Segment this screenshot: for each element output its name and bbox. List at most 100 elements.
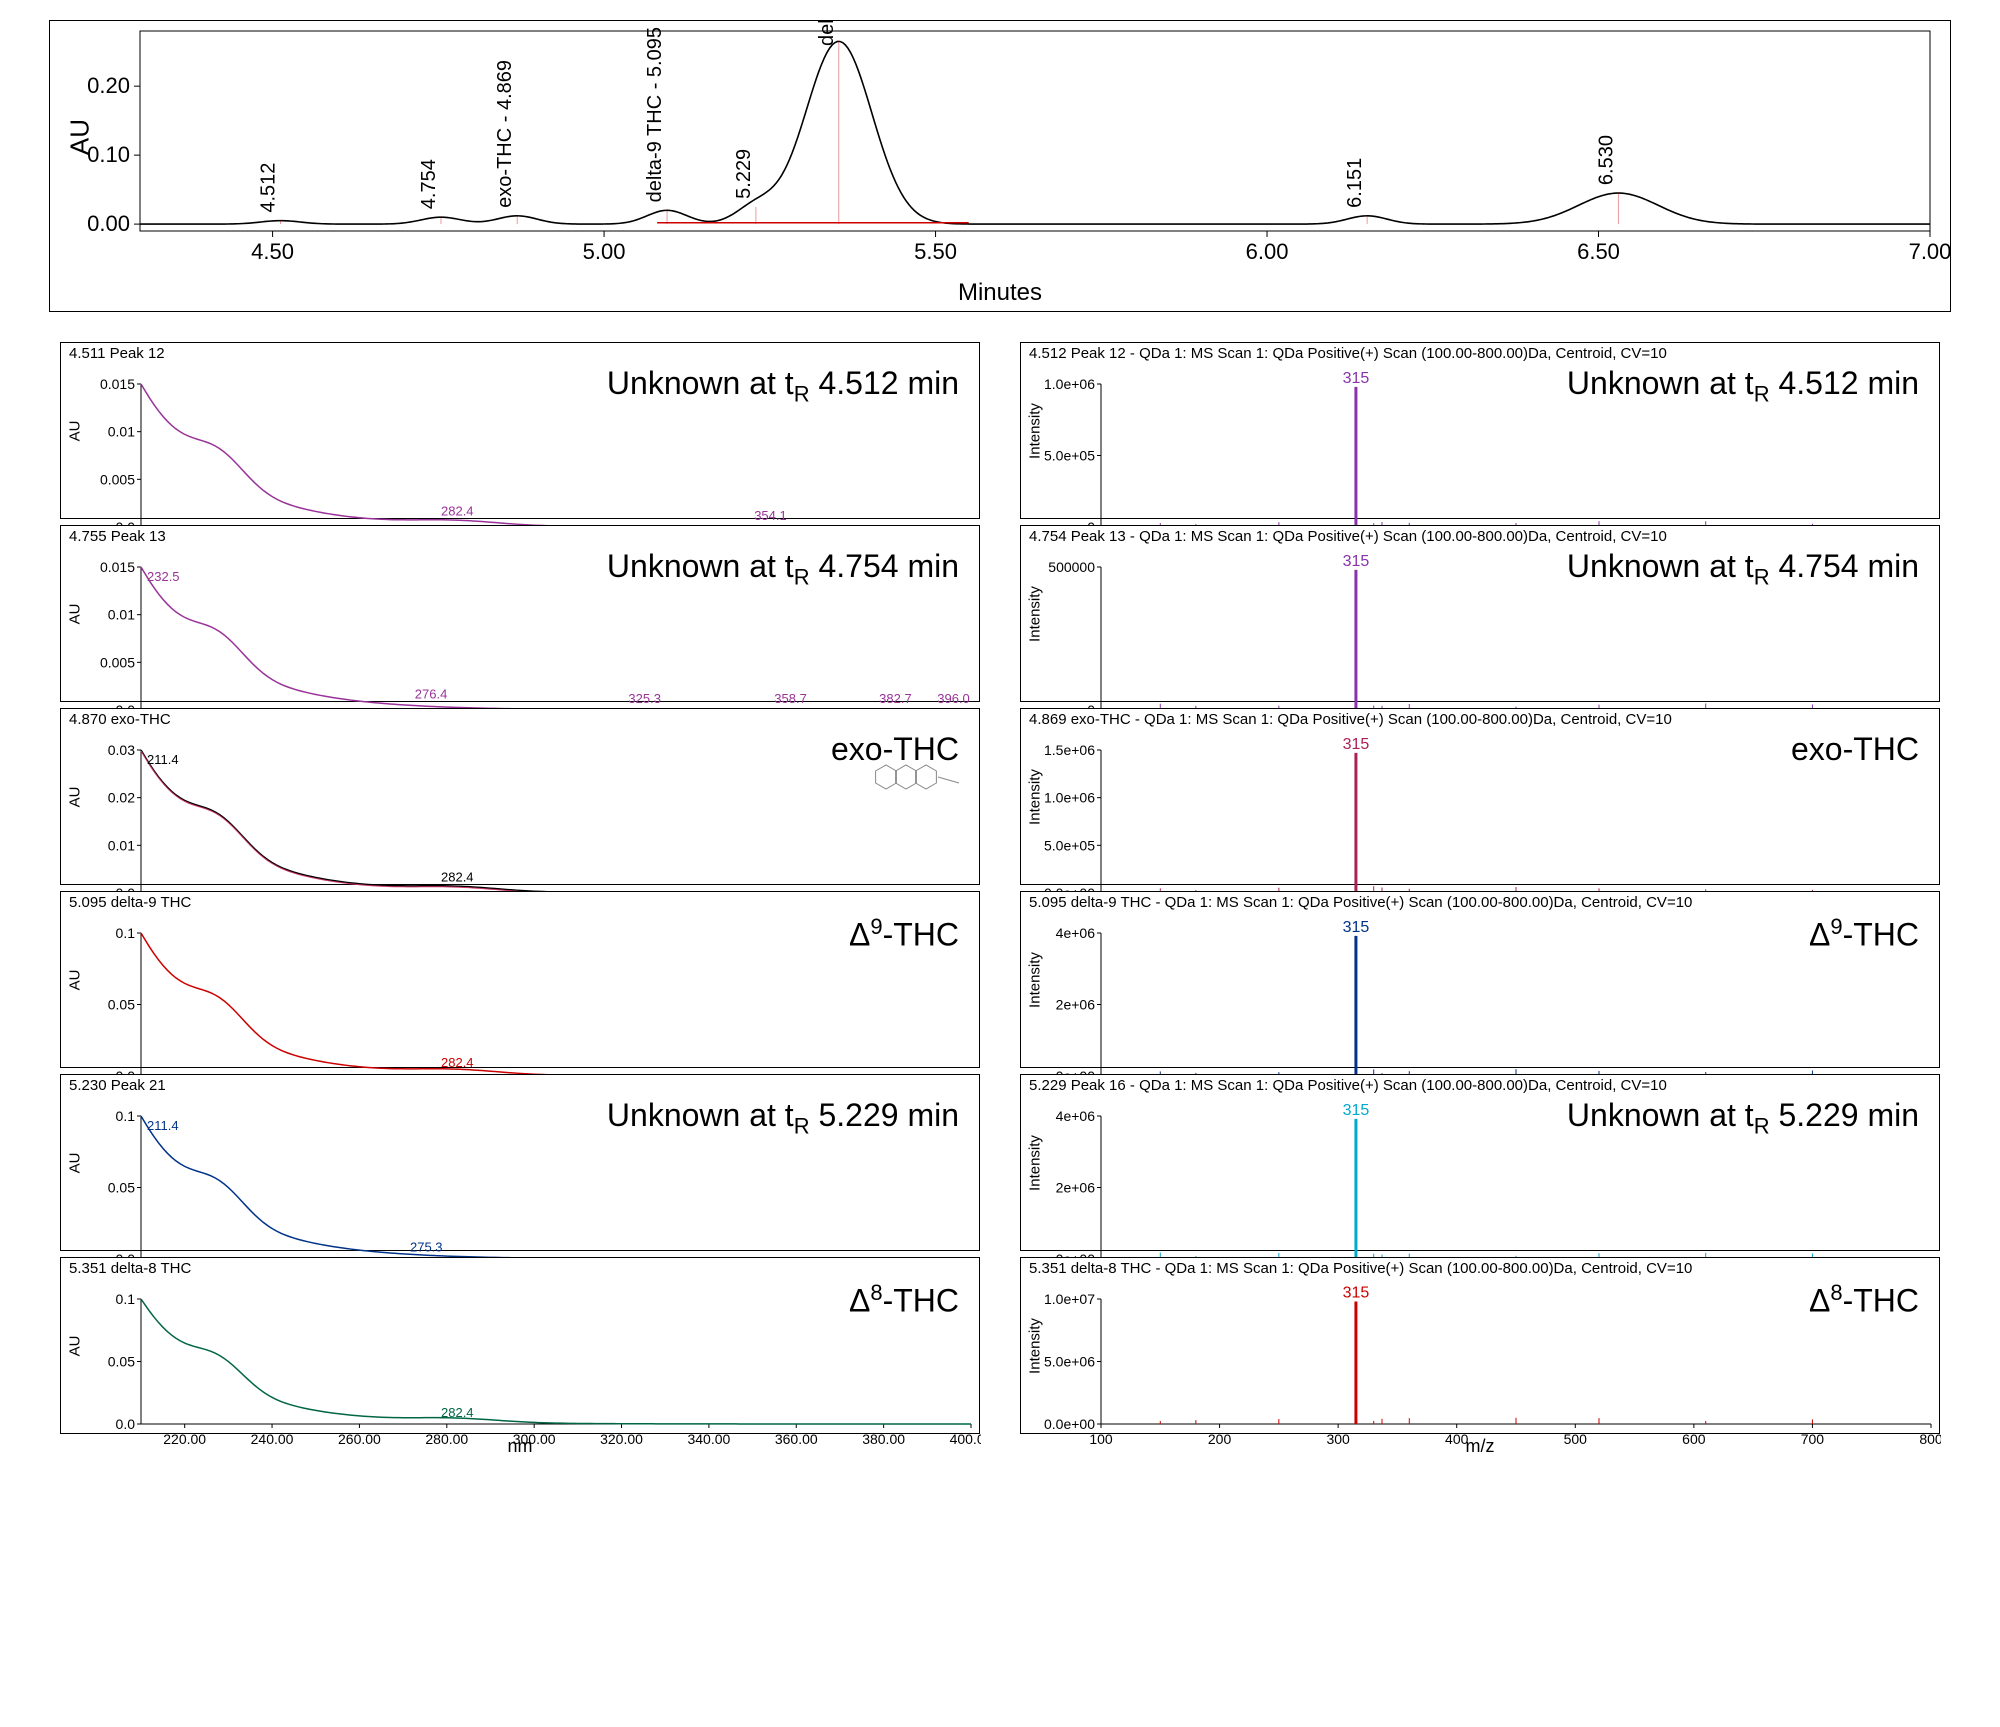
- svg-text:240.00: 240.00: [251, 1431, 294, 1447]
- chromatogram-plot: 0.000.100.204.505.005.506.006.507.004.51…: [50, 21, 1950, 281]
- panel-ylabel: Intensity: [1027, 769, 1044, 825]
- panel-header: 5.351 delta-8 THC: [61, 1258, 979, 1277]
- svg-text:232.5: 232.5: [147, 569, 180, 584]
- svg-text:4.512: 4.512: [258, 163, 280, 213]
- chrom-xlabel: Minutes: [958, 279, 1042, 307]
- panel-title: Δ8-THC: [849, 1280, 959, 1320]
- panel-title: Δ8-THC: [1809, 1280, 1919, 1320]
- panel-ylabel: Intensity: [1027, 403, 1044, 459]
- svg-text:500000: 500000: [1048, 559, 1095, 575]
- ms-panel: 5.229 Peak 16 - QDa 1: MS Scan 1: QDa Po…: [1020, 1074, 1940, 1251]
- svg-text:5.0e+06: 5.0e+06: [1044, 1354, 1095, 1370]
- ms-panel: 4.869 exo-THC - QDa 1: MS Scan 1: QDa Po…: [1020, 708, 1940, 885]
- svg-text:4e+06: 4e+06: [1056, 925, 1096, 941]
- chromatogram-panel: 0.000.100.204.505.005.506.006.507.004.51…: [49, 20, 1951, 312]
- svg-text:315: 315: [1343, 553, 1370, 570]
- svg-text:0.05: 0.05: [108, 1354, 135, 1370]
- svg-text:6.530: 6.530: [1595, 135, 1617, 185]
- svg-text:382.7: 382.7: [879, 691, 912, 706]
- uv-panel: 5.351 delta-8 THCΔ8-THCAU0.00.050.1220.0…: [60, 1257, 980, 1434]
- panel-header: 5.095 delta-9 THC - QDa 1: MS Scan 1: QD…: [1021, 892, 1939, 911]
- svg-text:358.7: 358.7: [774, 691, 807, 706]
- uv-panel: 4.755 Peak 13Unknown at tR 4.754 minAU0.…: [60, 525, 980, 702]
- svg-text:100: 100: [1089, 1431, 1113, 1447]
- svg-text:282.4: 282.4: [441, 503, 474, 518]
- panel-title: Unknown at tR 4.512 min: [1567, 365, 1919, 407]
- svg-text:315: 315: [1343, 1102, 1370, 1119]
- uv-panel: 5.095 delta-9 THCΔ9-THCAU0.00.050.1282.4: [60, 891, 980, 1068]
- svg-text:300.00: 300.00: [513, 1431, 556, 1447]
- svg-text:2e+06: 2e+06: [1056, 1180, 1096, 1196]
- panel-ylabel: AU: [67, 420, 84, 441]
- panel-title: Unknown at tR 4.512 min: [607, 365, 959, 407]
- panel-title: exo-THC: [1791, 731, 1919, 768]
- svg-text:315: 315: [1343, 370, 1370, 387]
- svg-text:360.00: 360.00: [775, 1431, 818, 1447]
- ms-panel: 4.512 Peak 12 - QDa 1: MS Scan 1: QDa Po…: [1020, 342, 1940, 519]
- svg-text:0.00: 0.00: [87, 211, 130, 236]
- ms-panel: 4.754 Peak 13 - QDa 1: MS Scan 1: QDa Po…: [1020, 525, 1940, 702]
- uv-panel: 4.870 exo-THCexo-THCAU0.00.010.020.03211…: [60, 708, 980, 885]
- svg-text:275.3: 275.3: [410, 1239, 443, 1254]
- svg-text:5.0e+05: 5.0e+05: [1044, 837, 1095, 853]
- panel-ylabel: AU: [67, 786, 84, 807]
- svg-text:0.01: 0.01: [108, 837, 135, 853]
- svg-text:0.005: 0.005: [100, 654, 135, 670]
- uv-panel: 4.511 Peak 12 Unknown at tR 4.512 min AU 0.…: [60, 342, 980, 519]
- svg-text:6.151: 6.151: [1344, 158, 1366, 208]
- svg-text:0.005: 0.005: [100, 471, 135, 487]
- panel-header: 4.754 Peak 13 - QDa 1: MS Scan 1: QDa Po…: [1021, 526, 1939, 545]
- panel-header: 5.351 delta-8 THC - QDa 1: MS Scan 1: QD…: [1021, 1258, 1939, 1277]
- svg-text:5.50: 5.50: [914, 239, 957, 264]
- ms-plot: 0.0e+005.0e+061.0e+071002003004005006007…: [1021, 1277, 1941, 1452]
- svg-text:800: 800: [1919, 1431, 1941, 1447]
- svg-text:400: 400: [1445, 1431, 1469, 1447]
- svg-text:325.3: 325.3: [628, 691, 661, 706]
- panel-ylabel: Intensity: [1027, 1318, 1044, 1374]
- svg-text:0.01: 0.01: [108, 607, 135, 623]
- svg-text:276.4: 276.4: [415, 686, 448, 701]
- svg-text:2e+06: 2e+06: [1056, 997, 1096, 1013]
- uv-panel: 5.230 Peak 21Unknown at tR 5.229 minAU0.…: [60, 1074, 980, 1251]
- svg-text:6.00: 6.00: [1246, 239, 1289, 264]
- svg-text:380.00: 380.00: [862, 1431, 905, 1447]
- panel-header: 4.511 Peak 12: [61, 343, 979, 362]
- panel-title: Δ9-THC: [1809, 914, 1919, 954]
- panel-header: 4.870 exo-THC: [61, 709, 979, 728]
- svg-text:4e+06: 4e+06: [1056, 1108, 1096, 1124]
- svg-text:5.00: 5.00: [583, 239, 626, 264]
- panel-title: exo-THC: [831, 731, 959, 768]
- panel-ylabel: Intensity: [1027, 952, 1044, 1008]
- ms-column: 4.512 Peak 12 - QDa 1: MS Scan 1: QDa Po…: [1020, 342, 1940, 1434]
- panel-header: 5.230 Peak 21: [61, 1075, 979, 1094]
- svg-text:0.03: 0.03: [108, 742, 135, 758]
- svg-text:396.0: 396.0: [937, 691, 970, 706]
- svg-text:0.05: 0.05: [108, 997, 135, 1013]
- svg-text:500: 500: [1564, 1431, 1588, 1447]
- svg-text:600: 600: [1682, 1431, 1706, 1447]
- svg-text:7.00: 7.00: [1909, 239, 1950, 264]
- svg-text:1.0e+07: 1.0e+07: [1044, 1291, 1095, 1307]
- panel-header: 4.869 exo-THC - QDa 1: MS Scan 1: QDa Po…: [1021, 709, 1939, 728]
- svg-text:0.015: 0.015: [100, 559, 135, 575]
- svg-text:282.4: 282.4: [441, 1405, 474, 1420]
- panel-title: Unknown at tR 5.229 min: [607, 1097, 959, 1139]
- panel-ylabel: AU: [67, 969, 84, 990]
- uv-plot: 0.00.050.1282.4: [61, 911, 981, 1086]
- svg-text:400.00: 400.00: [950, 1431, 981, 1447]
- svg-text:5.229: 5.229: [733, 149, 755, 199]
- uv-column: 4.511 Peak 12Unknown at tR 4.512 minAU0.…: [60, 342, 980, 1434]
- svg-text:282.4: 282.4: [441, 1055, 474, 1070]
- ms-plot: 0e+002e+064e+06315: [1021, 911, 1941, 1086]
- svg-text:260.00: 260.00: [338, 1431, 381, 1447]
- svg-text:exo-THC - 4.869: exo-THC - 4.869: [494, 60, 516, 208]
- panel-title: Δ9-THC: [849, 914, 959, 954]
- panel-ylabel: AU: [67, 1335, 84, 1356]
- svg-text:300: 300: [1326, 1431, 1350, 1447]
- svg-text:0.1: 0.1: [116, 1291, 136, 1307]
- svg-text:6.50: 6.50: [1577, 239, 1620, 264]
- svg-text:211.4: 211.4: [147, 1118, 179, 1133]
- svg-text:0.0: 0.0: [116, 1416, 136, 1432]
- panel-title: Unknown at tR 4.754 min: [607, 548, 959, 590]
- ms-panel: 5.095 delta-9 THC - QDa 1: MS Scan 1: QD…: [1020, 891, 1940, 1068]
